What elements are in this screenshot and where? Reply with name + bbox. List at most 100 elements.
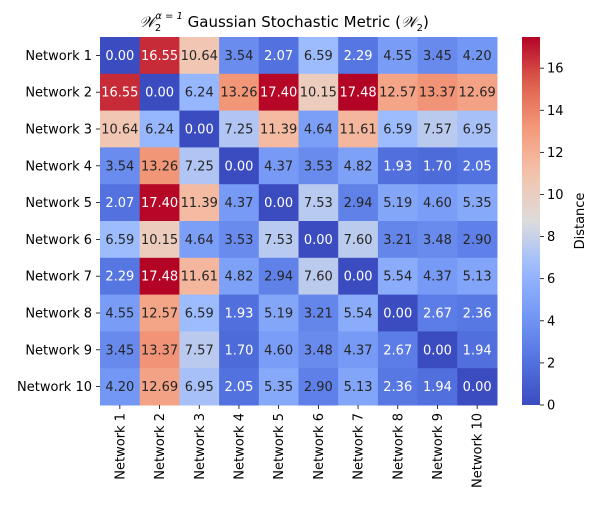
heatmap-cell [338,221,379,259]
heatmap-cell [139,73,180,112]
cell-value-label: 5.13 [463,270,492,285]
heatmap-cell [179,221,220,259]
heatmap-cell [298,147,339,185]
cell-value-label: 0.00 [304,233,333,248]
cell-value-label: 3.54 [224,49,253,64]
heatmap-cell [338,110,379,148]
heatmap-cell [377,331,419,369]
cell-value-label: 13.37 [419,86,456,101]
cell-value-label: 10.64 [181,49,218,64]
cell-value-label: 0.00 [344,270,373,285]
heatmap-cell [139,110,180,148]
heatmap-cell [179,110,220,148]
heatmap-cell [338,257,379,296]
cell-value-label: 11.39 [260,123,297,138]
cell-value-label: 0.00 [463,380,492,395]
cell-value-label: 4.60 [423,196,452,211]
colorbar-tick-label: 2 [547,356,555,371]
column-label: Network 4 [232,413,247,480]
heatmap-cell [179,331,220,369]
cell-value-label: 2.36 [463,307,492,322]
heatmap-cell [457,368,498,406]
cell-value-label: 5.54 [383,270,412,285]
cell-value-label: 11.39 [181,196,218,211]
colorbar-gradient [522,37,540,405]
cell-value-label: 5.54 [344,307,373,322]
heatmap-cell [219,110,260,148]
heatmap-cell [457,221,498,259]
heatmap-cell [417,110,458,148]
column-label: Network 9 [431,413,446,480]
colorbar-tick-label: 14 [547,104,564,119]
cell-value-label: 2.36 [383,380,412,395]
cell-value-label: 17.48 [141,270,178,285]
cell-value-label: 16.55 [141,49,178,64]
cell-value-label: 6.59 [105,233,134,248]
row-label: Network 9 [25,343,92,358]
cell-value-label: 2.07 [264,49,293,64]
cell-value-label: 1.70 [224,343,253,358]
heatmap-cell [179,37,220,75]
heatmap-cell [377,37,419,75]
cell-value-label: 3.53 [304,159,333,174]
cell-value-label: 5.35 [463,196,492,211]
cell-value-label: 17.40 [141,196,178,211]
heatmap-cell [417,37,458,75]
heatmap-cell [258,73,299,112]
heatmap-cells: 0.00 16.55 10.64 3.54 2.07 6.59 2.29 4.55 3.45 4.… [100,37,498,406]
cell-value-label: 6.95 [463,123,492,138]
colorbar-tick-label: 10 [547,188,564,203]
heatmap-cell [258,257,299,296]
heatmap-cell [179,73,220,112]
cell-value-label: 0.00 [224,159,253,174]
cell-value-label: 12.69 [141,380,178,395]
heatmap-cell [417,147,458,185]
cell-value-label: 3.48 [304,343,333,358]
cell-value-label: 6.59 [185,307,214,322]
cell-value-label: 4.82 [344,159,373,174]
cell-value-label: 5.19 [383,196,412,211]
cell-value-label: 1.94 [423,380,452,395]
cell-value-label: 2.07 [105,196,134,211]
heatmap-cell [100,368,141,406]
heatmap-cell [139,368,180,406]
heatmap-cell [377,294,419,332]
title-superscript: α = 1 [155,11,183,22]
heatmap-cell [377,147,419,185]
cell-value-label: 4.20 [463,49,492,64]
row-label: Network 2 [25,86,92,101]
cell-value-label: 4.37 [423,270,452,285]
chart-title: 𝒲2α = 1 Gaussian Stochastic Metric (𝒲2) [139,11,429,34]
cell-value-label: 12.69 [459,86,496,101]
column-label: Network 1 [113,413,128,480]
column-label: Network 10 [471,413,486,488]
heatmap-cell [100,73,141,112]
heatmap-cell [179,368,220,406]
colorbar-tick-label: 16 [547,62,564,77]
row-label: Network 7 [25,270,92,285]
cell-value-label: 6.59 [304,49,333,64]
heatmap-cell [298,73,339,112]
cell-value-label: 4.64 [304,123,333,138]
cell-value-label: 0.00 [264,196,293,211]
column-label: Network 5 [272,413,287,480]
cell-value-label: 2.94 [264,270,293,285]
heatmap-cell [457,147,498,185]
heatmap-cell [139,184,180,222]
cell-value-label: 17.40 [260,86,297,101]
heatmap-cell [100,257,141,296]
cell-value-label: 5.13 [344,380,373,395]
cell-value-label: 2.94 [344,196,373,211]
cell-value-label: 6.59 [383,123,412,138]
cell-value-label: 4.37 [224,196,253,211]
row-label: Network 1 [25,49,92,64]
cell-value-label: 1.93 [224,307,253,322]
heatmap-cell [298,257,339,296]
heatmap-cell [338,331,379,369]
heatmap-cell [219,368,260,406]
column-label: Network 6 [312,413,327,480]
cell-value-label: 7.25 [185,159,214,174]
heatmap-cell [258,368,299,406]
title-metric-symbol: 𝒲 [139,13,158,31]
heatmap-cell [179,257,220,296]
